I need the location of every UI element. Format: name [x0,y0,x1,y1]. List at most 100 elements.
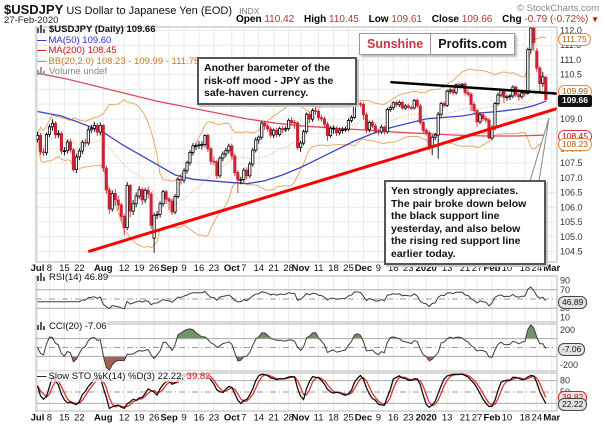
svg-text:106.5: 106.5 [560,188,583,198]
svg-text:106.0: 106.0 [560,202,583,212]
svg-text:10: 10 [560,312,570,322]
open-label: Open [236,14,262,25]
rsi-value-axis-box: 46.89 [558,295,588,309]
annotation-yen-appreciates: Yen strongly appreciates. The pair broke… [384,180,546,265]
svg-text:25: 25 [343,413,354,424]
svg-text:21: 21 [268,413,279,424]
quote-line: Open 110.42 High 110.45 Low 109.61 Close… [229,14,599,25]
legend-main-row: $USDJPY (Daily) 109.66 [37,24,199,36]
svg-text:18: 18 [328,413,339,424]
bb-lower-axis-box: 108.23 [558,137,592,151]
svg-text:Feb: Feb [484,413,501,424]
svg-text:Feb: Feb [484,263,501,274]
svg-text:23: 23 [209,263,220,274]
svg-text:26: 26 [149,263,160,274]
svg-text:7: 7 [241,413,246,424]
svg-text:13: 13 [442,263,453,274]
svg-text:Mar: Mar [543,263,560,274]
svg-text:16: 16 [388,413,399,424]
legend-ma200-row: — MA(200) 108.45 [37,45,199,57]
svg-text:13: 13 [442,413,453,424]
svg-text:Nov: Nov [292,413,311,424]
svg-text:26: 26 [149,413,160,424]
svg-text:2020: 2020 [416,413,437,424]
svg-text:16: 16 [194,263,205,274]
svg-text:16: 16 [388,263,399,274]
svg-text:11: 11 [314,413,324,424]
svg-text:-200: -200 [560,360,578,370]
svg-text:10: 10 [502,263,513,274]
svg-text:18: 18 [520,263,531,274]
svg-text:9: 9 [181,263,186,274]
rsi-panel-label: RSI(14) 46.89 [37,272,109,283]
svg-text:8: 8 [47,413,52,424]
rsi-chart-icon [37,273,46,281]
svg-text:112.0: 112.0 [560,26,582,36]
svg-text:19: 19 [134,413,145,424]
sto-panel-label: — Slow STO %K(14) %D(3) 22.22, 39.82 [37,370,211,382]
exchange-tag: INDX [239,6,260,16]
ticker-symbol: $USDJPY [4,2,64,17]
svg-text:14: 14 [253,263,264,274]
svg-text:Aug: Aug [94,263,113,274]
svg-text:21: 21 [268,263,279,274]
open-value: 110.42 [264,14,295,25]
legend-ma50-row: — MA(50) 109.60 [37,34,199,47]
rsi-label-text: RSI(14) 46.89 [49,272,109,283]
low-label: Low [368,14,389,25]
svg-text:107.5: 107.5 [560,158,583,168]
svg-text:28: 28 [283,263,294,274]
svg-text:Oct: Oct [224,263,241,274]
sto-label-text: Slow STO %K(14) %D(3) 22.22, [48,370,185,382]
chart-legend: $USDJPY (Daily) 109.66 — MA(50) 109.60 — M… [37,24,199,78]
svg-text:27: 27 [472,263,483,274]
svg-text:25: 25 [343,263,354,274]
legend-main-label: $USDJPY (Daily) 109.66 [49,24,156,35]
svg-text:15: 15 [59,263,70,274]
sto-k-value-axis-box: 22.22 [558,398,588,411]
low-value: 109.61 [391,14,422,25]
svg-text:200: 200 [560,325,575,335]
svg-text:12: 12 [119,413,130,424]
legend-volume-label: Volume undef [49,66,108,77]
svg-text:21: 21 [460,413,471,424]
svg-text:110.5: 110.5 [560,70,582,80]
svg-text:90: 90 [560,276,570,286]
svg-text:7: 7 [241,263,246,274]
cci-panel-label: CCI(20) -7.06 [37,321,107,332]
svg-text:Nov: Nov [292,263,311,274]
svg-text:Sep: Sep [160,263,178,274]
svg-text:10: 10 [502,413,513,424]
chg-label: Chg [502,14,522,25]
svg-text:23: 23 [209,413,220,424]
svg-text:23: 23 [403,263,414,274]
svg-text:Sep: Sep [160,413,178,424]
cci-chart-icon [37,322,46,330]
close-value: 109.66 [461,14,493,25]
copyright: © StockCharts.com [517,3,599,14]
bb-upper-axis-box: 111.75 [558,33,591,46]
svg-text:12: 12 [119,263,130,274]
sto-swatch-icon: — [37,370,47,382]
svg-text:Dec: Dec [355,413,372,424]
legend-bb-row: — BB(20,2.0) 108.23 - 109.99 - 111.75 [37,56,199,68]
svg-text:80: 80 [560,376,570,386]
svg-text:9: 9 [376,263,381,274]
ma200-swatch-icon: — [37,45,47,56]
brand-part1: Sunshine [360,34,432,54]
svg-text:21: 21 [460,263,471,274]
svg-text:22: 22 [74,263,85,274]
ticker-title: US Dollar to Japanese Yen (EOD) [66,5,233,17]
svg-text:24: 24 [532,263,543,274]
ma50-swatch-icon: — [37,34,47,46]
high-value: 110.45 [328,14,359,25]
legend-volume-row: Volume undef [37,66,199,78]
svg-text:107.0: 107.0 [560,173,583,183]
svg-text:9: 9 [181,413,186,424]
svg-text:Dec: Dec [355,263,372,274]
svg-text:9: 9 [376,413,381,424]
svg-text:15: 15 [59,413,70,424]
svg-text:18: 18 [328,263,339,274]
svg-text:105.0: 105.0 [560,232,583,242]
svg-text:28: 28 [283,413,294,424]
